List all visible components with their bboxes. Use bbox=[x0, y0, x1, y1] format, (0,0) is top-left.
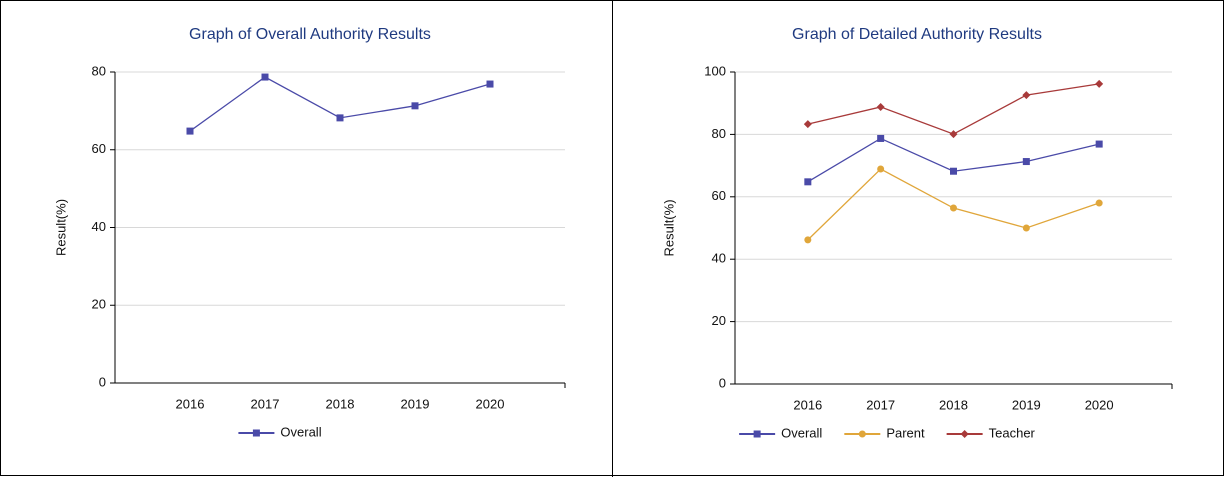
legend-label: Overall bbox=[781, 425, 822, 440]
y-tick-label: 60 bbox=[92, 141, 106, 156]
legend: Overall bbox=[238, 424, 322, 439]
data-point bbox=[336, 114, 344, 122]
data-point bbox=[876, 102, 885, 111]
data-point bbox=[1022, 158, 1030, 166]
y-tick-label: 0 bbox=[99, 374, 106, 389]
y-tick-label: 80 bbox=[92, 63, 106, 78]
y-tick-label: 80 bbox=[712, 126, 726, 141]
data-point bbox=[803, 120, 812, 129]
data-point bbox=[186, 127, 194, 135]
chart-title: Graph of Detailed Authority Results bbox=[792, 26, 1042, 43]
y-tick-label: 20 bbox=[712, 313, 726, 328]
data-point bbox=[261, 73, 269, 81]
y-axis-label: Result(%) bbox=[661, 199, 676, 256]
data-point bbox=[1095, 140, 1103, 148]
legend-marker bbox=[753, 430, 761, 438]
y-tick-label: 20 bbox=[92, 297, 106, 312]
legend-label: Teacher bbox=[989, 425, 1036, 440]
data-point bbox=[486, 80, 494, 88]
data-point bbox=[411, 102, 419, 110]
data-point bbox=[1022, 224, 1030, 232]
legend-label: Parent bbox=[886, 425, 925, 440]
y-tick-label: 60 bbox=[712, 188, 726, 203]
legend-marker bbox=[960, 430, 969, 438]
data-point bbox=[877, 134, 885, 142]
data-point bbox=[1095, 79, 1104, 88]
series-line bbox=[189, 76, 491, 132]
x-tick-label: 2017 bbox=[866, 397, 895, 412]
x-tick-label: 2017 bbox=[251, 396, 280, 411]
data-point bbox=[950, 204, 957, 212]
x-tick-label: 2019 bbox=[401, 396, 430, 411]
series-line bbox=[807, 137, 1100, 183]
x-tick-label: 2018 bbox=[326, 396, 355, 411]
x-tick-label: 2019 bbox=[1012, 397, 1041, 412]
data-point bbox=[949, 130, 958, 139]
data-point bbox=[804, 236, 812, 244]
x-tick-label: 2016 bbox=[793, 397, 822, 412]
legend: Overall Parent Teacher bbox=[739, 425, 1036, 440]
series-line bbox=[807, 168, 1100, 241]
data-point bbox=[1022, 91, 1031, 100]
x-tick-label: 2020 bbox=[476, 396, 505, 411]
legend-label: Overall bbox=[280, 424, 321, 439]
data-point bbox=[877, 165, 885, 173]
y-axis-label: Result(%) bbox=[53, 199, 68, 256]
x-tick-label: 2018 bbox=[939, 397, 968, 412]
series-line bbox=[807, 83, 1100, 135]
legend-marker bbox=[252, 429, 260, 437]
y-tick-label: 100 bbox=[704, 63, 726, 78]
data-point bbox=[1095, 199, 1103, 207]
y-tick-label: 40 bbox=[92, 219, 106, 234]
data-point bbox=[950, 167, 957, 175]
x-tick-label: 2016 bbox=[176, 396, 205, 411]
x-tick-label: 2020 bbox=[1085, 397, 1114, 412]
y-tick-label: 0 bbox=[719, 375, 726, 390]
chart-title: Graph of Overall Authority Results bbox=[189, 26, 431, 43]
y-tick-label: 40 bbox=[712, 251, 726, 266]
legend-marker bbox=[858, 430, 866, 438]
data-point bbox=[804, 178, 812, 186]
